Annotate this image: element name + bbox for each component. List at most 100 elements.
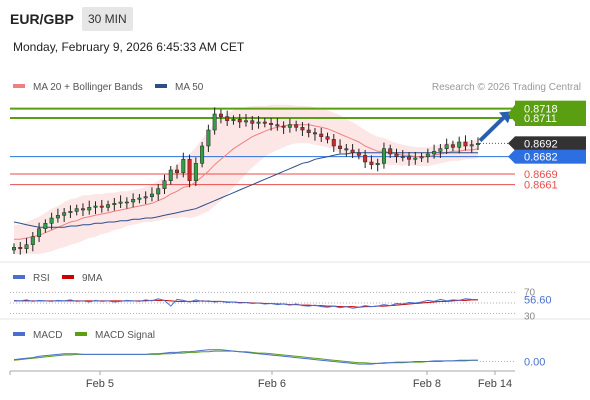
candle-body [419, 156, 424, 159]
candle [231, 115, 236, 125]
candle [432, 144, 437, 159]
candle [193, 157, 198, 186]
candle-body [262, 121, 267, 124]
candle [156, 184, 161, 201]
candle [344, 144, 349, 157]
candle-body [156, 188, 161, 195]
candle [312, 128, 317, 141]
candle [168, 166, 173, 185]
candle-body [124, 201, 129, 204]
candle-body [118, 201, 123, 204]
candle [206, 124, 211, 152]
candle-body [231, 119, 236, 121]
last-label-box [515, 136, 586, 151]
candle [294, 120, 299, 132]
candle [137, 194, 142, 204]
moving-averages [13, 124, 479, 240]
x-tick-label: Feb 6 [258, 378, 286, 390]
candle-body [312, 132, 317, 135]
candle-body [269, 123, 274, 125]
credit-text: Research © 2026 Trading Central [432, 82, 581, 93]
candle [256, 116, 261, 129]
candle [444, 138, 449, 154]
x-tick-label: Feb 8 [413, 378, 441, 390]
candle-body [68, 211, 73, 213]
candle [162, 174, 167, 194]
candle-body [381, 148, 386, 164]
macd-plot: 0.00 [13, 349, 545, 369]
candle-body [143, 196, 148, 199]
rsi-legend-swatch [13, 275, 25, 279]
candle [80, 203, 85, 216]
candle-body [388, 148, 393, 155]
candle-body [80, 208, 85, 211]
candle-body [469, 144, 474, 147]
macd-signal-legend-label: MACD Signal [95, 330, 155, 341]
candle-body [106, 204, 111, 208]
candle-body [225, 116, 230, 121]
candle-body [438, 148, 443, 152]
candle [262, 118, 267, 128]
candle-body [294, 124, 299, 128]
candle [325, 132, 330, 144]
candle [181, 152, 186, 178]
candle-body [49, 217, 54, 224]
macd-value-label: 0.00 [524, 357, 545, 369]
macd-legend-label: MACD [33, 330, 62, 341]
candle [388, 144, 393, 158]
candle-body [62, 212, 67, 216]
pivot-label-pointer [508, 149, 515, 164]
candle-body [281, 125, 286, 128]
candle [363, 150, 368, 168]
candle [281, 121, 286, 134]
candle-body [131, 199, 136, 203]
candle [124, 197, 129, 209]
candle [250, 116, 255, 130]
candle [218, 109, 223, 124]
candle [425, 148, 430, 163]
candle-body [175, 169, 180, 173]
candle [356, 148, 361, 160]
rsi-70-label: 70 [524, 288, 536, 299]
ma50-line [13, 152, 478, 228]
x-tick-label: Feb 5 [86, 378, 114, 390]
candle-body [237, 119, 242, 123]
timeframe-button[interactable]: 30 MIN [82, 7, 133, 31]
macd-legend-swatch [13, 332, 25, 336]
candle-body [319, 133, 324, 137]
level-label-0.8669: 0.8669 [524, 169, 558, 181]
direction-arrow [478, 111, 512, 143]
candle-body [37, 228, 42, 237]
macd-signal-legend-swatch [75, 332, 87, 336]
candle-body [43, 223, 48, 229]
candle-body [356, 152, 361, 156]
candle-body [450, 144, 455, 148]
candle-body [200, 145, 205, 164]
candle [287, 118, 292, 133]
candle [68, 205, 73, 218]
candle [106, 200, 111, 212]
candle [476, 137, 480, 150]
candle-body [375, 163, 380, 165]
candle-body [162, 180, 167, 189]
candle [149, 187, 154, 202]
candle [55, 208, 60, 223]
candle-body [331, 139, 336, 147]
candle-body [476, 143, 480, 145]
x-tick-label: Feb 14 [478, 378, 512, 390]
candle [369, 155, 374, 170]
candle [375, 158, 380, 172]
candle [112, 198, 117, 211]
candle [43, 219, 48, 233]
candle-body [306, 129, 311, 133]
candle-body [407, 156, 412, 160]
candle [306, 123, 311, 138]
candle-body [425, 153, 430, 157]
candle-body [218, 113, 223, 117]
candle-body [444, 144, 449, 149]
candle [469, 140, 474, 153]
level-label-0.8718: 0.8718 [524, 104, 558, 116]
resistance-label-pointer [508, 104, 515, 122]
candle-body [187, 159, 192, 181]
